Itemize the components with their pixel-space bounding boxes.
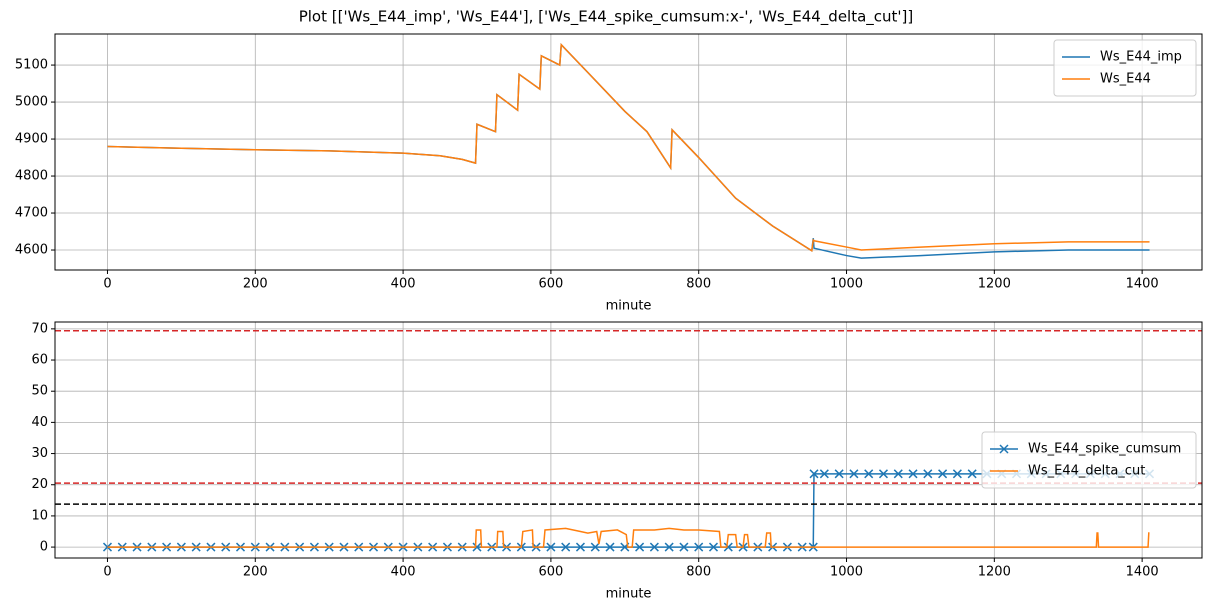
legend-label: Ws_E44_delta_cut (1028, 464, 1145, 479)
x-tick-label: 0 (103, 565, 111, 580)
marker (967, 469, 977, 479)
marker (819, 469, 829, 479)
marker (723, 542, 733, 552)
x-tick-label: 1400 (1126, 565, 1159, 580)
series-line (107, 527, 1150, 548)
y-tick-label: 50 (31, 384, 48, 399)
x-tick-label: 400 (391, 565, 416, 580)
figure-title: Plot [['Ws_E44_imp', 'Ws_E44'], ['Ws_E44… (299, 8, 914, 27)
marker (590, 542, 600, 552)
x-tick-label: 600 (538, 565, 563, 580)
y-tick-label: 4700 (15, 206, 48, 221)
y-tick-label: 10 (31, 508, 48, 523)
x-tick-label: 1200 (978, 277, 1011, 292)
x-axis-label: minute (606, 587, 652, 602)
y-tick-label: 5000 (15, 95, 48, 110)
marker (649, 542, 659, 552)
marker (864, 469, 874, 479)
legend-box (981, 431, 1197, 489)
y-tick-label: 5100 (15, 58, 48, 73)
marker (664, 542, 674, 552)
marker (809, 469, 819, 479)
x-tick-label: 400 (391, 277, 416, 292)
y-tick-label: 70 (31, 321, 48, 336)
x-tick-label: 1200 (978, 565, 1011, 580)
legend-label: Ws_E44_imp (1100, 50, 1182, 65)
marker (694, 542, 704, 552)
x-tick-label: 800 (686, 277, 711, 292)
marker (923, 469, 933, 479)
legend-marker (999, 444, 1009, 454)
marker (575, 542, 585, 552)
marker (849, 469, 859, 479)
marker (938, 469, 948, 479)
marker (472, 542, 482, 552)
y-tick-label: 4600 (15, 243, 48, 258)
axes: 0 200 400 600 800 1000 1200 1400 0 10 20 30 40 50 60 70… (31, 321, 1203, 602)
x-tick-label: 800 (686, 565, 711, 580)
marker (893, 469, 903, 479)
legend: Ws_E44_imp Ws_E44 (1053, 39, 1197, 97)
x-tick-label: 600 (538, 277, 563, 292)
marker (561, 542, 571, 552)
marker (546, 542, 556, 552)
x-tick-label: 1000 (830, 277, 863, 292)
marker (908, 469, 918, 479)
marker (708, 542, 719, 552)
x-tick-label: 1400 (1126, 277, 1159, 292)
series-line (107, 42, 1150, 253)
x-tick-label: 1000 (830, 565, 863, 580)
y-tick-label: 60 (31, 353, 48, 368)
x-tick-label: 0 (103, 277, 111, 292)
y-tick-label: 20 (31, 477, 48, 492)
x-axis-label: minute (606, 299, 652, 314)
legend-box (1053, 39, 1197, 97)
y-tick-label: 40 (31, 415, 48, 430)
legend-label: Ws_E44_spike_cumsum (1028, 442, 1181, 457)
x-tick-label: 200 (243, 277, 268, 292)
marker (605, 542, 615, 552)
y-tick-label: 0 (40, 540, 48, 555)
marker (878, 469, 889, 479)
axes-frame (54, 321, 1203, 559)
marker (635, 542, 645, 552)
axes-frame (54, 33, 1203, 271)
marker (952, 469, 962, 479)
x-tick-label: 200 (243, 565, 268, 580)
legend: Ws_E44_spike_cumsum Ws_E44_delta_cut (981, 431, 1197, 489)
marker (834, 469, 844, 479)
axes: 0 200 400 600 800 1000 1200 1400 4600 4700 4800 490… (15, 33, 1203, 314)
y-tick-label: 4800 (15, 169, 48, 184)
series-line (107, 42, 1150, 259)
legend-label: Ws_E44 (1100, 72, 1151, 87)
marker (679, 542, 689, 552)
y-tick-label: 30 (31, 446, 48, 461)
plot-area (107, 42, 1150, 259)
y-tick-label: 4900 (15, 132, 48, 147)
